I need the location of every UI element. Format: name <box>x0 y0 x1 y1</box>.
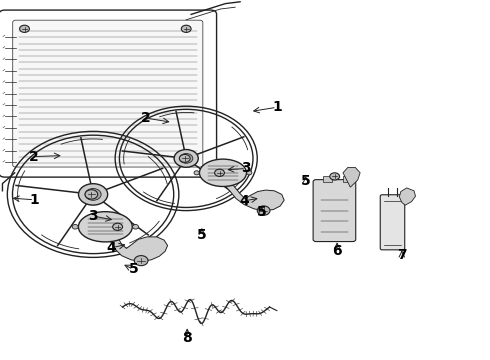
Text: 5: 5 <box>257 206 267 219</box>
Circle shape <box>257 206 270 215</box>
Circle shape <box>20 25 29 32</box>
Ellipse shape <box>194 171 199 175</box>
FancyBboxPatch shape <box>380 195 405 250</box>
Text: 2: 2 <box>28 150 38 163</box>
FancyBboxPatch shape <box>13 20 203 167</box>
Bar <box>343 176 352 182</box>
Text: 2: 2 <box>141 111 151 125</box>
Ellipse shape <box>246 171 252 175</box>
Circle shape <box>113 223 122 230</box>
Circle shape <box>134 256 148 266</box>
Circle shape <box>215 169 224 176</box>
Text: 1: 1 <box>29 193 39 207</box>
Text: 5: 5 <box>197 228 207 242</box>
Circle shape <box>174 149 198 167</box>
Text: 1: 1 <box>272 100 282 114</box>
Text: 6: 6 <box>332 244 342 258</box>
Bar <box>323 176 332 182</box>
Ellipse shape <box>199 159 246 186</box>
Polygon shape <box>98 224 168 261</box>
Text: 4: 4 <box>107 241 117 255</box>
Text: 5: 5 <box>301 174 311 188</box>
Text: 4: 4 <box>239 194 249 208</box>
FancyBboxPatch shape <box>313 180 356 242</box>
Circle shape <box>179 154 190 162</box>
Polygon shape <box>213 172 284 211</box>
Text: 8: 8 <box>182 331 192 345</box>
Circle shape <box>85 190 98 199</box>
Ellipse shape <box>78 212 132 242</box>
Text: 5: 5 <box>128 262 138 276</box>
Circle shape <box>78 184 108 205</box>
Polygon shape <box>343 167 360 187</box>
Ellipse shape <box>72 225 78 229</box>
Circle shape <box>85 189 101 200</box>
Circle shape <box>330 173 340 180</box>
Ellipse shape <box>133 225 139 229</box>
Text: 7: 7 <box>397 248 407 262</box>
Circle shape <box>179 153 193 163</box>
Text: 3: 3 <box>241 162 251 175</box>
Circle shape <box>181 25 191 32</box>
Text: 3: 3 <box>88 209 98 223</box>
Polygon shape <box>399 188 416 205</box>
